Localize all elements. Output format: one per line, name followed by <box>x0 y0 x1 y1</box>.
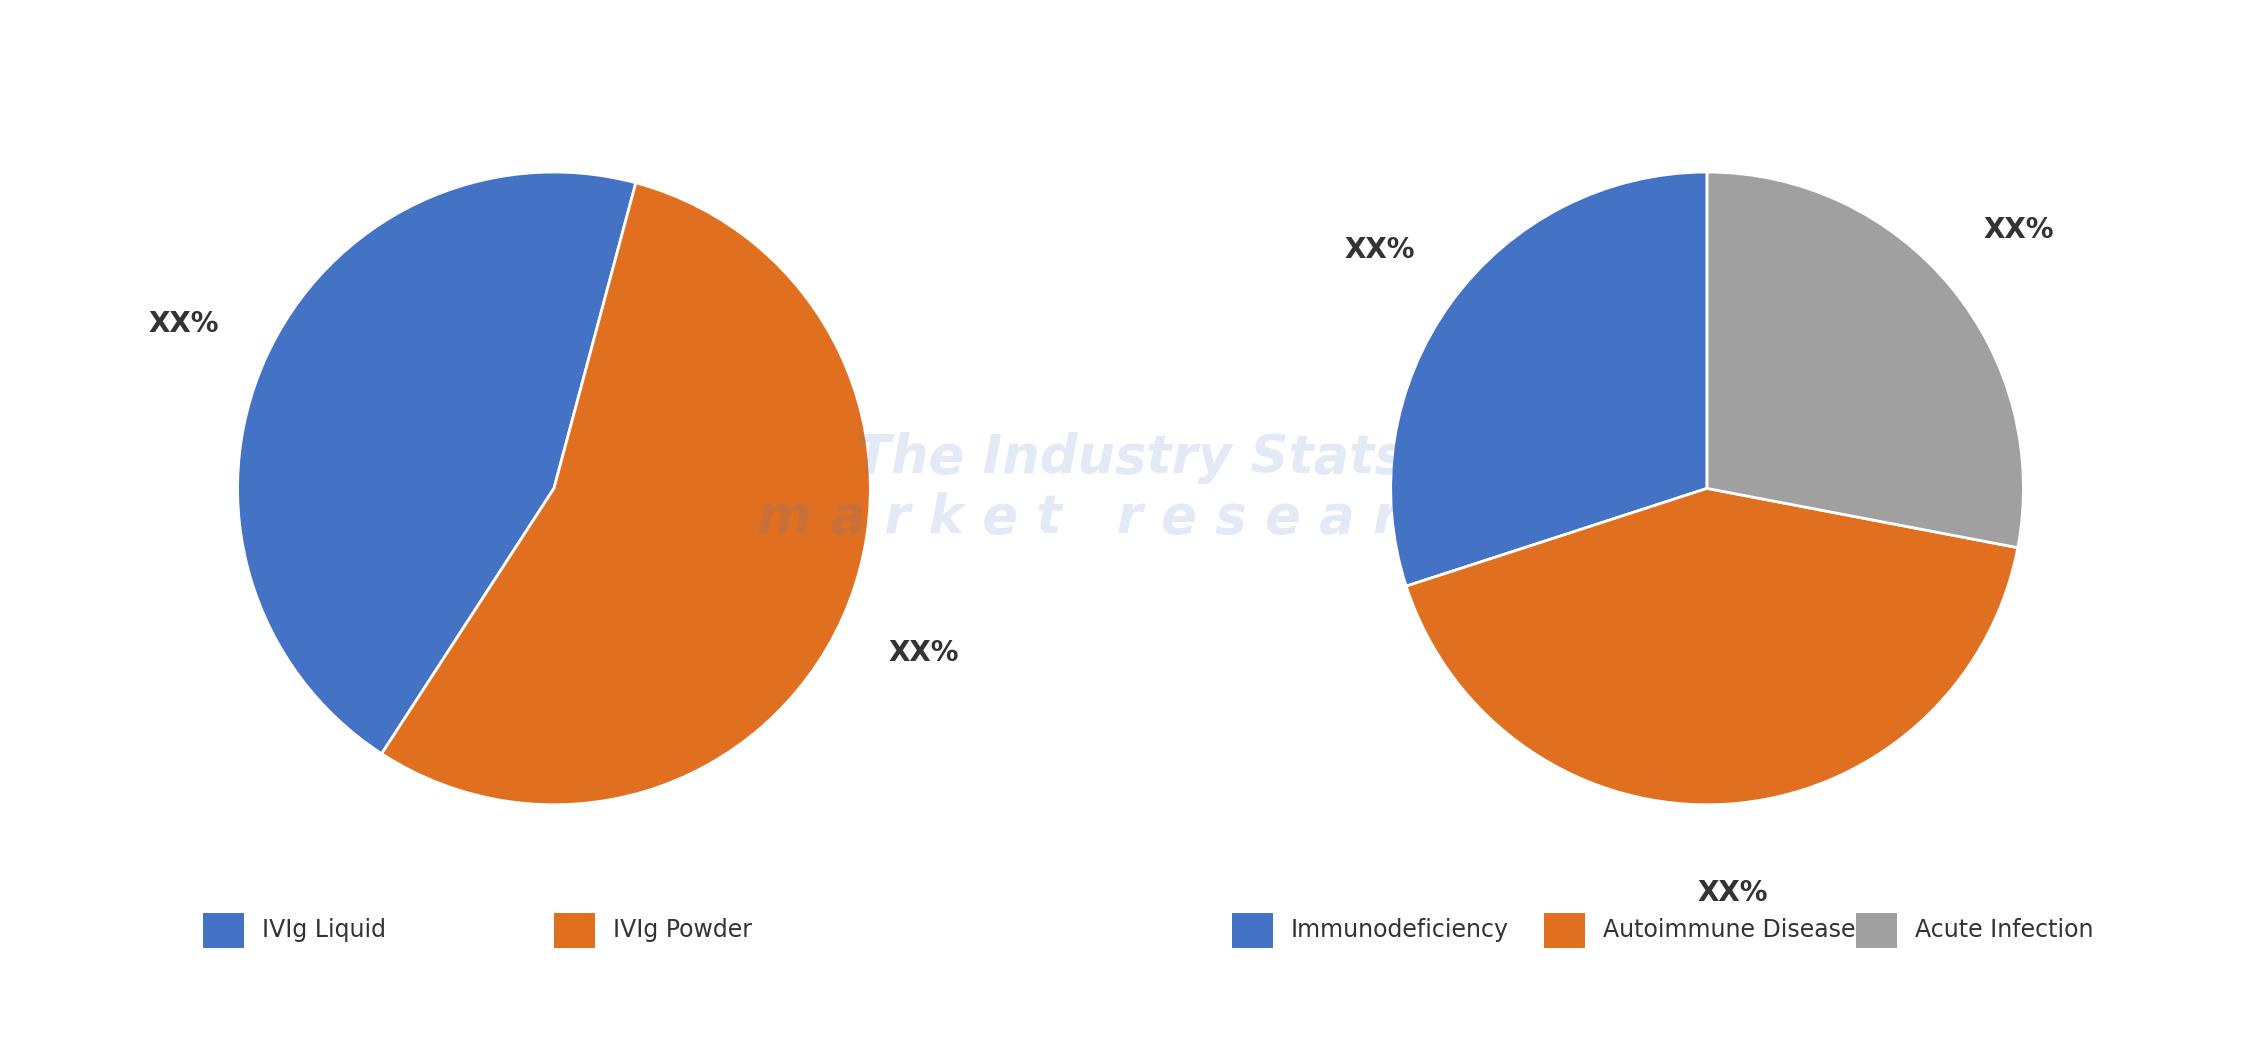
Text: Fig. Global Intravenous Immunoglobulin Market Share by Product Types & Applicati: Fig. Global Intravenous Immunoglobulin M… <box>41 36 1456 64</box>
Text: Website: www.theindustrystats.com: Website: www.theindustrystats.com <box>1788 1006 2216 1026</box>
Text: Source: Theindustrystats Analysis: Source: Theindustrystats Analysis <box>45 1006 448 1026</box>
FancyBboxPatch shape <box>554 912 595 948</box>
Text: Acute Infection: Acute Infection <box>1915 919 2094 942</box>
Wedge shape <box>1707 172 2024 548</box>
Text: XX%: XX% <box>1345 237 1415 264</box>
FancyBboxPatch shape <box>1544 912 1585 948</box>
Text: IVIg Liquid: IVIg Liquid <box>262 919 387 942</box>
Text: Immunodeficiency: Immunodeficiency <box>1291 919 1508 942</box>
Wedge shape <box>1391 172 1707 586</box>
Text: Autoimmune Disease: Autoimmune Disease <box>1603 919 1856 942</box>
Text: XX%: XX% <box>889 639 959 667</box>
Wedge shape <box>382 183 870 805</box>
Text: IVIg Powder: IVIg Powder <box>613 919 751 942</box>
Text: XX%: XX% <box>149 309 219 338</box>
FancyBboxPatch shape <box>1232 912 1273 948</box>
Text: Email: sales@theindustrystats.com: Email: sales@theindustrystats.com <box>922 1006 1339 1026</box>
Text: XX%: XX% <box>1698 879 1768 906</box>
Text: XX%: XX% <box>1983 216 2055 244</box>
Wedge shape <box>1406 488 2017 805</box>
FancyBboxPatch shape <box>1856 912 1897 948</box>
FancyBboxPatch shape <box>203 912 244 948</box>
Wedge shape <box>237 172 635 754</box>
Text: The Industry Stats
m a r k e t   r e s e a r c h: The Industry Stats m a r k e t r e s e a… <box>757 432 1504 545</box>
